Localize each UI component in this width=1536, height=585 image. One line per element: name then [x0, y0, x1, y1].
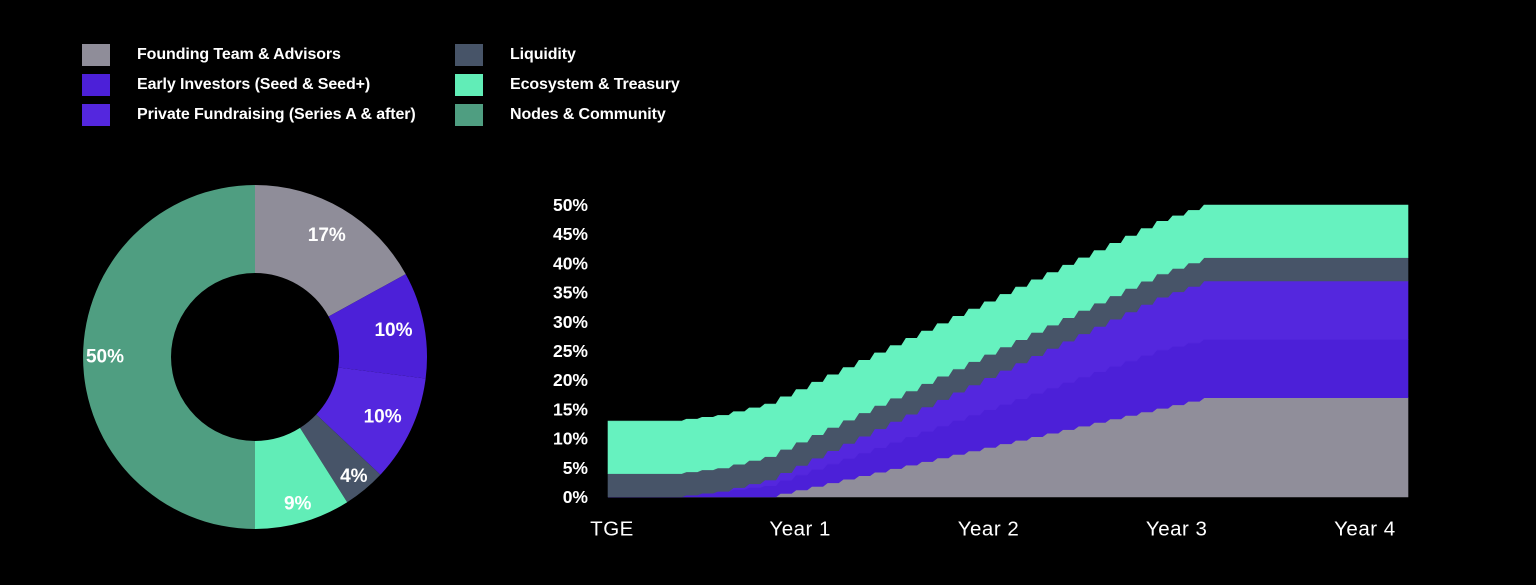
pie-slice-label-early: 10% — [374, 320, 412, 341]
pie-slice-nodes — [83, 185, 255, 529]
legend-swatch-ecosystem — [455, 74, 483, 96]
legend-item-private: Private Fundraising (Series A & after) — [82, 104, 416, 126]
legend-item-nodes: Nodes & Community — [455, 104, 680, 126]
legend-label-private: Private Fundraising (Series A & after) — [137, 106, 416, 123]
legend-item-ecosystem: Ecosystem & Treasury — [455, 74, 680, 96]
legend-swatch-early — [82, 74, 110, 96]
pie-slice-early — [328, 274, 427, 379]
y-tick-label: 45% — [553, 224, 588, 244]
donut-chart: 17% 10% 10% 4% 9% 50% — [83, 185, 427, 529]
y-tick-label: 40% — [553, 253, 588, 273]
x-tick-label: Year 3 — [1146, 518, 1208, 541]
legend-column-left: Founding Team & Advisors Early Investors … — [82, 44, 416, 126]
legend-swatch-nodes — [455, 104, 483, 126]
y-tick-label: 5% — [563, 458, 589, 478]
legend-item-liquidity: Liquidity — [455, 44, 680, 66]
legend-label-founding: Founding Team & Advisors — [137, 46, 341, 63]
pie-slice-ecosystem — [255, 427, 348, 529]
y-tick-label: 50% — [553, 195, 588, 215]
legend-label-ecosystem: Ecosystem & Treasury — [510, 76, 680, 93]
legend-swatch-founding — [82, 44, 110, 66]
x-tick-label: Year 1 — [769, 518, 831, 541]
area-series-ecosystem — [607, 204, 1409, 474]
legend-label-liquidity: Liquidity — [510, 46, 576, 63]
legend-label-early: Early Investors (Seed & Seed+) — [137, 76, 371, 93]
x-tick-label: Year 2 — [958, 518, 1020, 541]
y-tick-label: 30% — [553, 312, 588, 332]
y-tick-label: 10% — [553, 429, 588, 449]
legend-swatch-liquidity — [455, 44, 483, 66]
legend-item-founding: Founding Team & Advisors — [82, 44, 416, 66]
x-tick-label: Year 4 — [1334, 518, 1396, 541]
pie-slice-label-nodes: 50% — [86, 347, 124, 368]
x-tick-label: TGE — [590, 518, 634, 541]
legend-item-early: Early Investors (Seed & Seed+) — [82, 74, 416, 96]
y-tick-label: 25% — [553, 341, 588, 361]
pie-slice-liquidity — [300, 414, 381, 503]
pie-slice-label-private: 10% — [364, 407, 402, 428]
y-tick-label: 35% — [553, 283, 588, 303]
y-tick-label: 0% — [563, 487, 589, 507]
pie-slice-label-liquidity: 4% — [340, 466, 368, 487]
y-tick-label: 15% — [553, 399, 588, 419]
legend-column-right: Liquidity Ecosystem & Treasury Nodes & Com… — [455, 44, 680, 126]
stacked-area-chart — [607, 204, 1409, 498]
pie-slice-founding — [255, 185, 406, 317]
area-chart-axes: 0% 5% 10% 15% 20% 25% 30% 35% 40% 45% 50% TGE Year 1… — [553, 195, 1396, 541]
legend-label-nodes: Nodes & Community — [510, 106, 666, 123]
pie-slice-label-ecosystem: 9% — [284, 493, 312, 514]
legend-swatch-private — [82, 104, 110, 126]
pie-slice-private — [316, 367, 426, 475]
pie-slice-label-founding: 17% — [308, 225, 346, 246]
y-tick-label: 20% — [553, 370, 588, 390]
